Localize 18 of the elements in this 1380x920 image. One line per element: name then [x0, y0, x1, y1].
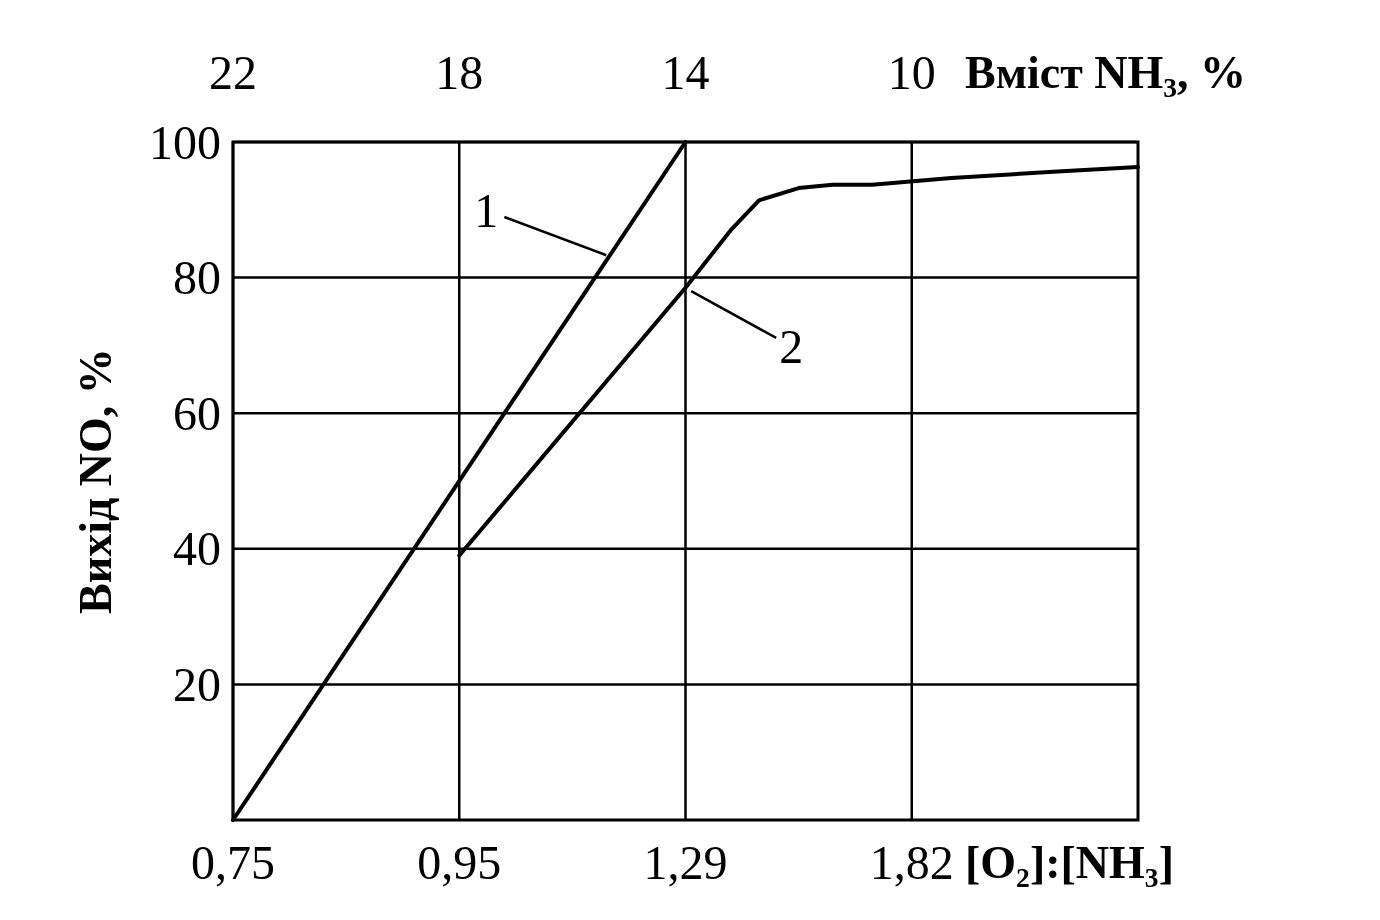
text: 1,82 [869, 835, 954, 889]
x-tick-label: 10 [887, 45, 936, 99]
y-tick-label: 100 [149, 115, 221, 169]
text: 1,29 [643, 835, 728, 889]
y-tick-label: 80 [173, 251, 221, 305]
text: [O₂]:[NH₃] [965, 836, 1174, 888]
text: 0,75 [191, 835, 275, 889]
text: 0,95 [417, 835, 502, 889]
x-tick-label: 14 [661, 45, 710, 99]
x-axis-title: Вміст NH₃, % [965, 46, 1247, 98]
annotation: 2 [779, 319, 804, 373]
y-tick-label: 60 [173, 386, 221, 440]
y-tick-label: 40 [173, 522, 221, 576]
x-tick-label: 22 [209, 45, 257, 99]
annotation: 1 [474, 183, 499, 237]
y-tick-label: 20 [173, 657, 221, 711]
x-tick-label: 18 [435, 45, 484, 99]
y-axis-title: Вихід NO, % [69, 348, 121, 614]
